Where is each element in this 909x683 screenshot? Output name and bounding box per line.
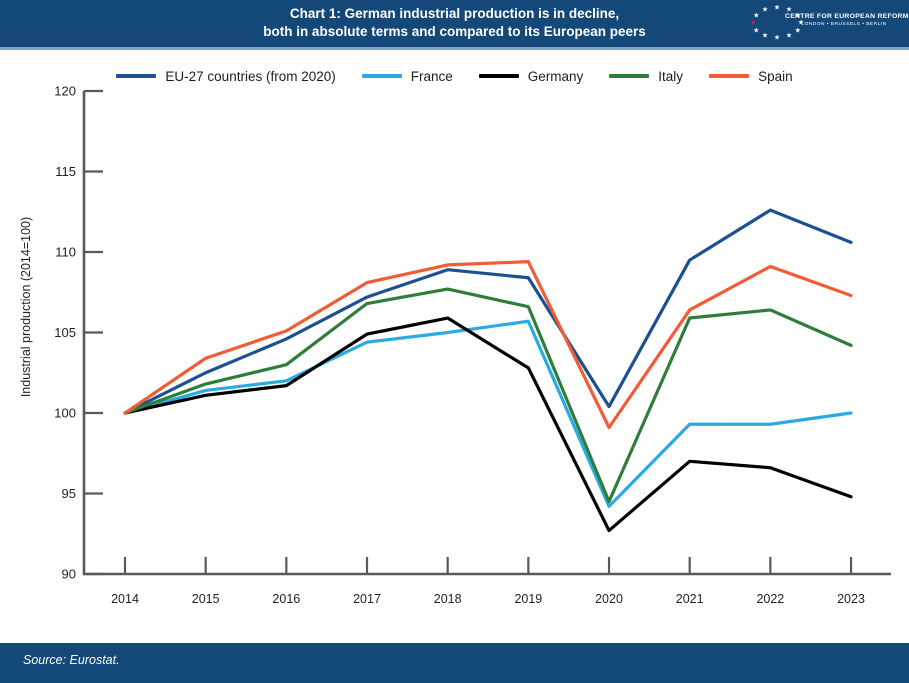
- eu-stars-icon: ★ ★ ★ ★ ★ ★ ★ ★ ★ ★ ★ ★: [749, 3, 805, 44]
- chart-title-line2: both in absolute terms and compared to i…: [263, 24, 646, 39]
- star-icon: ★: [794, 12, 801, 19]
- legend-label: EU-27 countries (from 2020): [165, 68, 336, 84]
- series-line-eu27: [123, 208, 853, 415]
- x-tick-label: 2017: [353, 592, 381, 606]
- y-tick-label: 115: [55, 164, 76, 179]
- y-tick-label: 120: [54, 84, 76, 99]
- legend-item-france: France: [361, 68, 453, 84]
- x-tick-label: 2019: [514, 592, 542, 606]
- legend-item-eu27: EU-27 countries (from 2020): [116, 68, 336, 84]
- x-tick-label: 2014: [111, 592, 139, 606]
- y-axis-title: Industrial production (2014=100): [19, 217, 33, 397]
- cer-logo-text: CENTRE FOR EUROPEAN REFORM LONDON • BRUS…: [785, 13, 909, 27]
- x-tick-label: 2023: [837, 592, 865, 606]
- legend-swatch: [709, 74, 750, 78]
- x-tick-label: 2016: [272, 592, 300, 606]
- x-tick-label: 2021: [676, 592, 704, 606]
- header-accent-line: [0, 47, 909, 50]
- star-icon: ★: [753, 27, 760, 34]
- cer-logo-cities: LONDON • BRUSSELS • BERLIN: [801, 22, 887, 27]
- chart-title-line1: Chart 1: German industrial production is…: [289, 6, 620, 21]
- cer-logo-name: CENTRE FOR EUROPEAN REFORM: [785, 13, 909, 20]
- legend-label: Germany: [527, 68, 584, 84]
- legend-item-italy: Italy: [609, 69, 683, 84]
- legend-swatch: [361, 74, 402, 78]
- star-icon: ★: [773, 34, 781, 42]
- x-tick-label: 2022: [756, 592, 784, 606]
- source-note: Source: Eurostat.: [23, 653, 120, 667]
- star-icon: ★: [785, 32, 793, 40]
- y-tick-label: 95: [62, 486, 76, 501]
- legend-swatch: [116, 74, 157, 78]
- legend-swatch: [609, 74, 650, 78]
- series-line-italy: [123, 287, 853, 504]
- series-line-germany: [123, 316, 853, 533]
- chart-title: Chart 1: German industrial production is…: [0, 5, 909, 41]
- legend-label: Italy: [658, 68, 684, 84]
- legend-item-germany: Germany: [478, 68, 584, 84]
- header-bar: Chart 1: German industrial production is…: [0, 0, 909, 47]
- x-tick-label: 2015: [192, 592, 220, 606]
- star-icon: ★: [753, 12, 760, 19]
- star-icon: ★: [761, 32, 769, 40]
- star-icon: ★: [749, 19, 757, 27]
- y-tick-label: 100: [54, 406, 76, 421]
- y-tick-label: 90: [62, 567, 76, 582]
- y-tick-label: 110: [55, 245, 76, 260]
- legend-item-spain: Spain: [709, 69, 793, 84]
- series-line-spain: [123, 260, 853, 430]
- footer-bar: Source: Eurostat.: [0, 643, 909, 683]
- series-line-france: [123, 319, 853, 508]
- x-tick-label: 2018: [434, 592, 462, 606]
- star-icon: ★: [761, 6, 769, 14]
- legend-label: France: [410, 68, 453, 84]
- star-icon: ★: [794, 27, 801, 34]
- legend-swatch: [478, 74, 519, 78]
- star-icon: ★: [797, 19, 805, 27]
- legend-label: Spain: [758, 68, 793, 84]
- cer-logo: ★ ★ ★ ★ ★ ★ ★ ★ ★ ★ ★ ★ CENTRE FOR EUROPEAN REFORM …: [749, 3, 909, 44]
- x-tick-label: 2020: [595, 592, 623, 606]
- star-icon: ★: [773, 4, 781, 12]
- chart-legend: EU-27 countries (from 2020) France Germany…: [0, 64, 909, 88]
- y-tick-label: 105: [54, 325, 76, 340]
- star-icon: ★: [785, 6, 793, 14]
